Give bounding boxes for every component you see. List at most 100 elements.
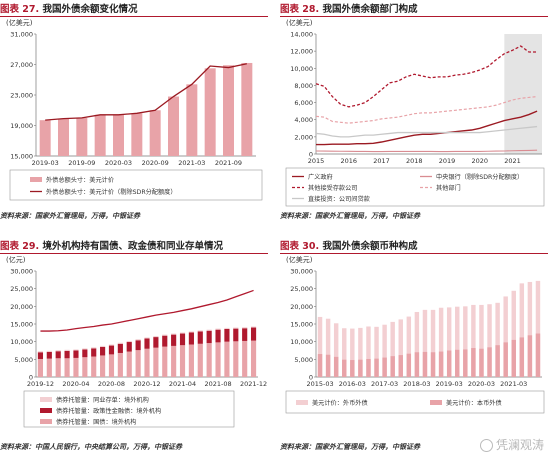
stacked-bar-segment — [64, 349, 70, 351]
y-tick-label: 25,000 — [290, 285, 313, 293]
stacked-bar-segment — [162, 335, 168, 347]
bar — [398, 355, 403, 377]
panel-27-number: 图表 27. — [0, 4, 40, 15]
stacked-bar-segment — [117, 342, 123, 344]
stacked-bar-segment — [242, 340, 248, 377]
bar — [374, 358, 379, 377]
x-tick-label: 2019-12 — [27, 380, 54, 388]
legend-swatch — [40, 408, 52, 413]
stacked-bar-segment — [55, 350, 61, 352]
bar — [149, 110, 161, 156]
x-tick-label: 2021 — [504, 157, 521, 165]
bar — [94, 114, 106, 156]
x-tick-label: 2017 — [373, 157, 390, 165]
watermark-text: 凭澜观涛 — [495, 438, 544, 452]
y-tick-label: 20,000 — [10, 303, 33, 311]
legend-label: 债券托管量：国债：境外机构 — [56, 418, 136, 426]
stacked-bar-segment — [179, 333, 186, 346]
panel-27-source: 资料来源：国家外汇管理局，万得，中银证券 — [0, 212, 140, 220]
series-line — [315, 45, 538, 108]
y-tick-label: 12,000 — [290, 48, 313, 56]
panel-30-title-text: 我国外债余额币种构成 — [322, 241, 418, 252]
y-tick-label: 20,000 — [290, 303, 313, 311]
bar — [471, 304, 476, 377]
bar — [223, 65, 234, 156]
bar — [366, 326, 371, 377]
bar — [350, 360, 355, 377]
stacked-bar-segment — [144, 337, 150, 339]
legend-box — [285, 390, 545, 414]
bar — [317, 354, 323, 377]
bar — [131, 113, 143, 156]
chart-foreign-debt-total: (亿美元) 15,000 19,000 23,000 27,000 31,000 2019-… — [6, 18, 263, 201]
watermark: 凭澜观涛 — [479, 436, 544, 453]
bar — [535, 280, 541, 377]
bar — [463, 306, 468, 377]
stacked-bar-segment — [233, 328, 239, 342]
x-tick-label: 2021-04 — [169, 380, 196, 388]
y-tick-label: 23,000 — [10, 92, 33, 100]
x-tick-label: 2021-03 — [500, 380, 527, 388]
stacked-bar-segment — [108, 344, 115, 346]
bar — [358, 327, 363, 377]
series-line — [316, 110, 538, 146]
bar — [241, 62, 253, 156]
x-tick-label: 2016-03 — [339, 380, 366, 388]
stacked-bar-segment — [144, 338, 150, 349]
stacked-bar-segment — [108, 354, 115, 377]
panel-28-title: 图表 28. 我国外债余额部门构成 — [280, 0, 548, 17]
stacked-bar-segment — [179, 332, 186, 334]
x-tick-label: 2021-09 — [215, 159, 242, 167]
stacked-bar-segment — [162, 334, 168, 336]
y-tick-label: 15,000 — [290, 321, 313, 329]
legend-label: 中央银行（剔除SDR分配额度） — [436, 173, 523, 181]
y-tick-label: 30,000 — [290, 268, 313, 276]
series-line — [40, 289, 254, 332]
bar — [358, 359, 363, 377]
stacked-bar-segment — [206, 343, 212, 377]
stacked-bar-segment — [82, 348, 88, 350]
x-tick-label: 2018-03 — [403, 380, 430, 388]
legend-box — [285, 167, 545, 207]
legend-label: 债券托管量：同业存单：境外机构 — [56, 396, 149, 404]
y-tick-label: 2,000 — [294, 133, 313, 141]
stacked-bar-segment — [215, 342, 221, 377]
stacked-bar-segment — [188, 344, 194, 377]
bar — [527, 335, 533, 377]
x-tick-label: 2015 — [308, 157, 325, 165]
legend-label: 其他接受存款公司 — [308, 184, 358, 192]
x-tick-label: 2021-12 — [240, 380, 267, 388]
x-tick-label: 2021-08 — [204, 380, 231, 388]
series-line — [315, 125, 538, 138]
bar — [414, 352, 420, 377]
stacked-bar-segment — [162, 346, 168, 377]
stacked-bar-segment — [215, 328, 221, 330]
bar — [511, 290, 516, 377]
panel-27: 图表 27. 我国外债余额变化情况 (亿美元) 15,000 19,000 23,00… — [0, 0, 270, 225]
panel-28: 图表 28. 我国外债余额部门构成 (亿美元) 0 2,000 4,000 6,000 8… — [280, 0, 550, 225]
bar — [503, 342, 508, 377]
y-tick-label: 14,000 — [290, 31, 313, 39]
stacked-bar-segment — [46, 351, 52, 359]
x-tick-label: 2020 — [471, 157, 488, 165]
legend-box — [23, 390, 235, 428]
stacked-bar-segment — [73, 350, 79, 358]
stacked-bar-segment — [91, 348, 97, 357]
legend-swatch — [430, 400, 442, 405]
x-tick-label: 2021-03 — [178, 159, 205, 167]
bar — [204, 68, 216, 156]
y-tick-label: 10,000 — [290, 338, 313, 346]
bar — [382, 324, 387, 377]
bar — [382, 357, 387, 377]
bar — [76, 117, 88, 156]
stacked-bar-segment — [46, 350, 52, 352]
legend-label: 外债总额头寸：美元计价（剔除SDR分配额度） — [46, 188, 177, 196]
stacked-bar-segment — [242, 327, 248, 329]
bar — [527, 281, 533, 377]
stacked-bar-segment — [153, 347, 159, 377]
stacked-bar-segment — [117, 343, 123, 353]
bar — [333, 356, 339, 377]
bar — [519, 337, 525, 377]
bar — [495, 345, 500, 377]
stacked-bar-segment — [224, 327, 230, 329]
